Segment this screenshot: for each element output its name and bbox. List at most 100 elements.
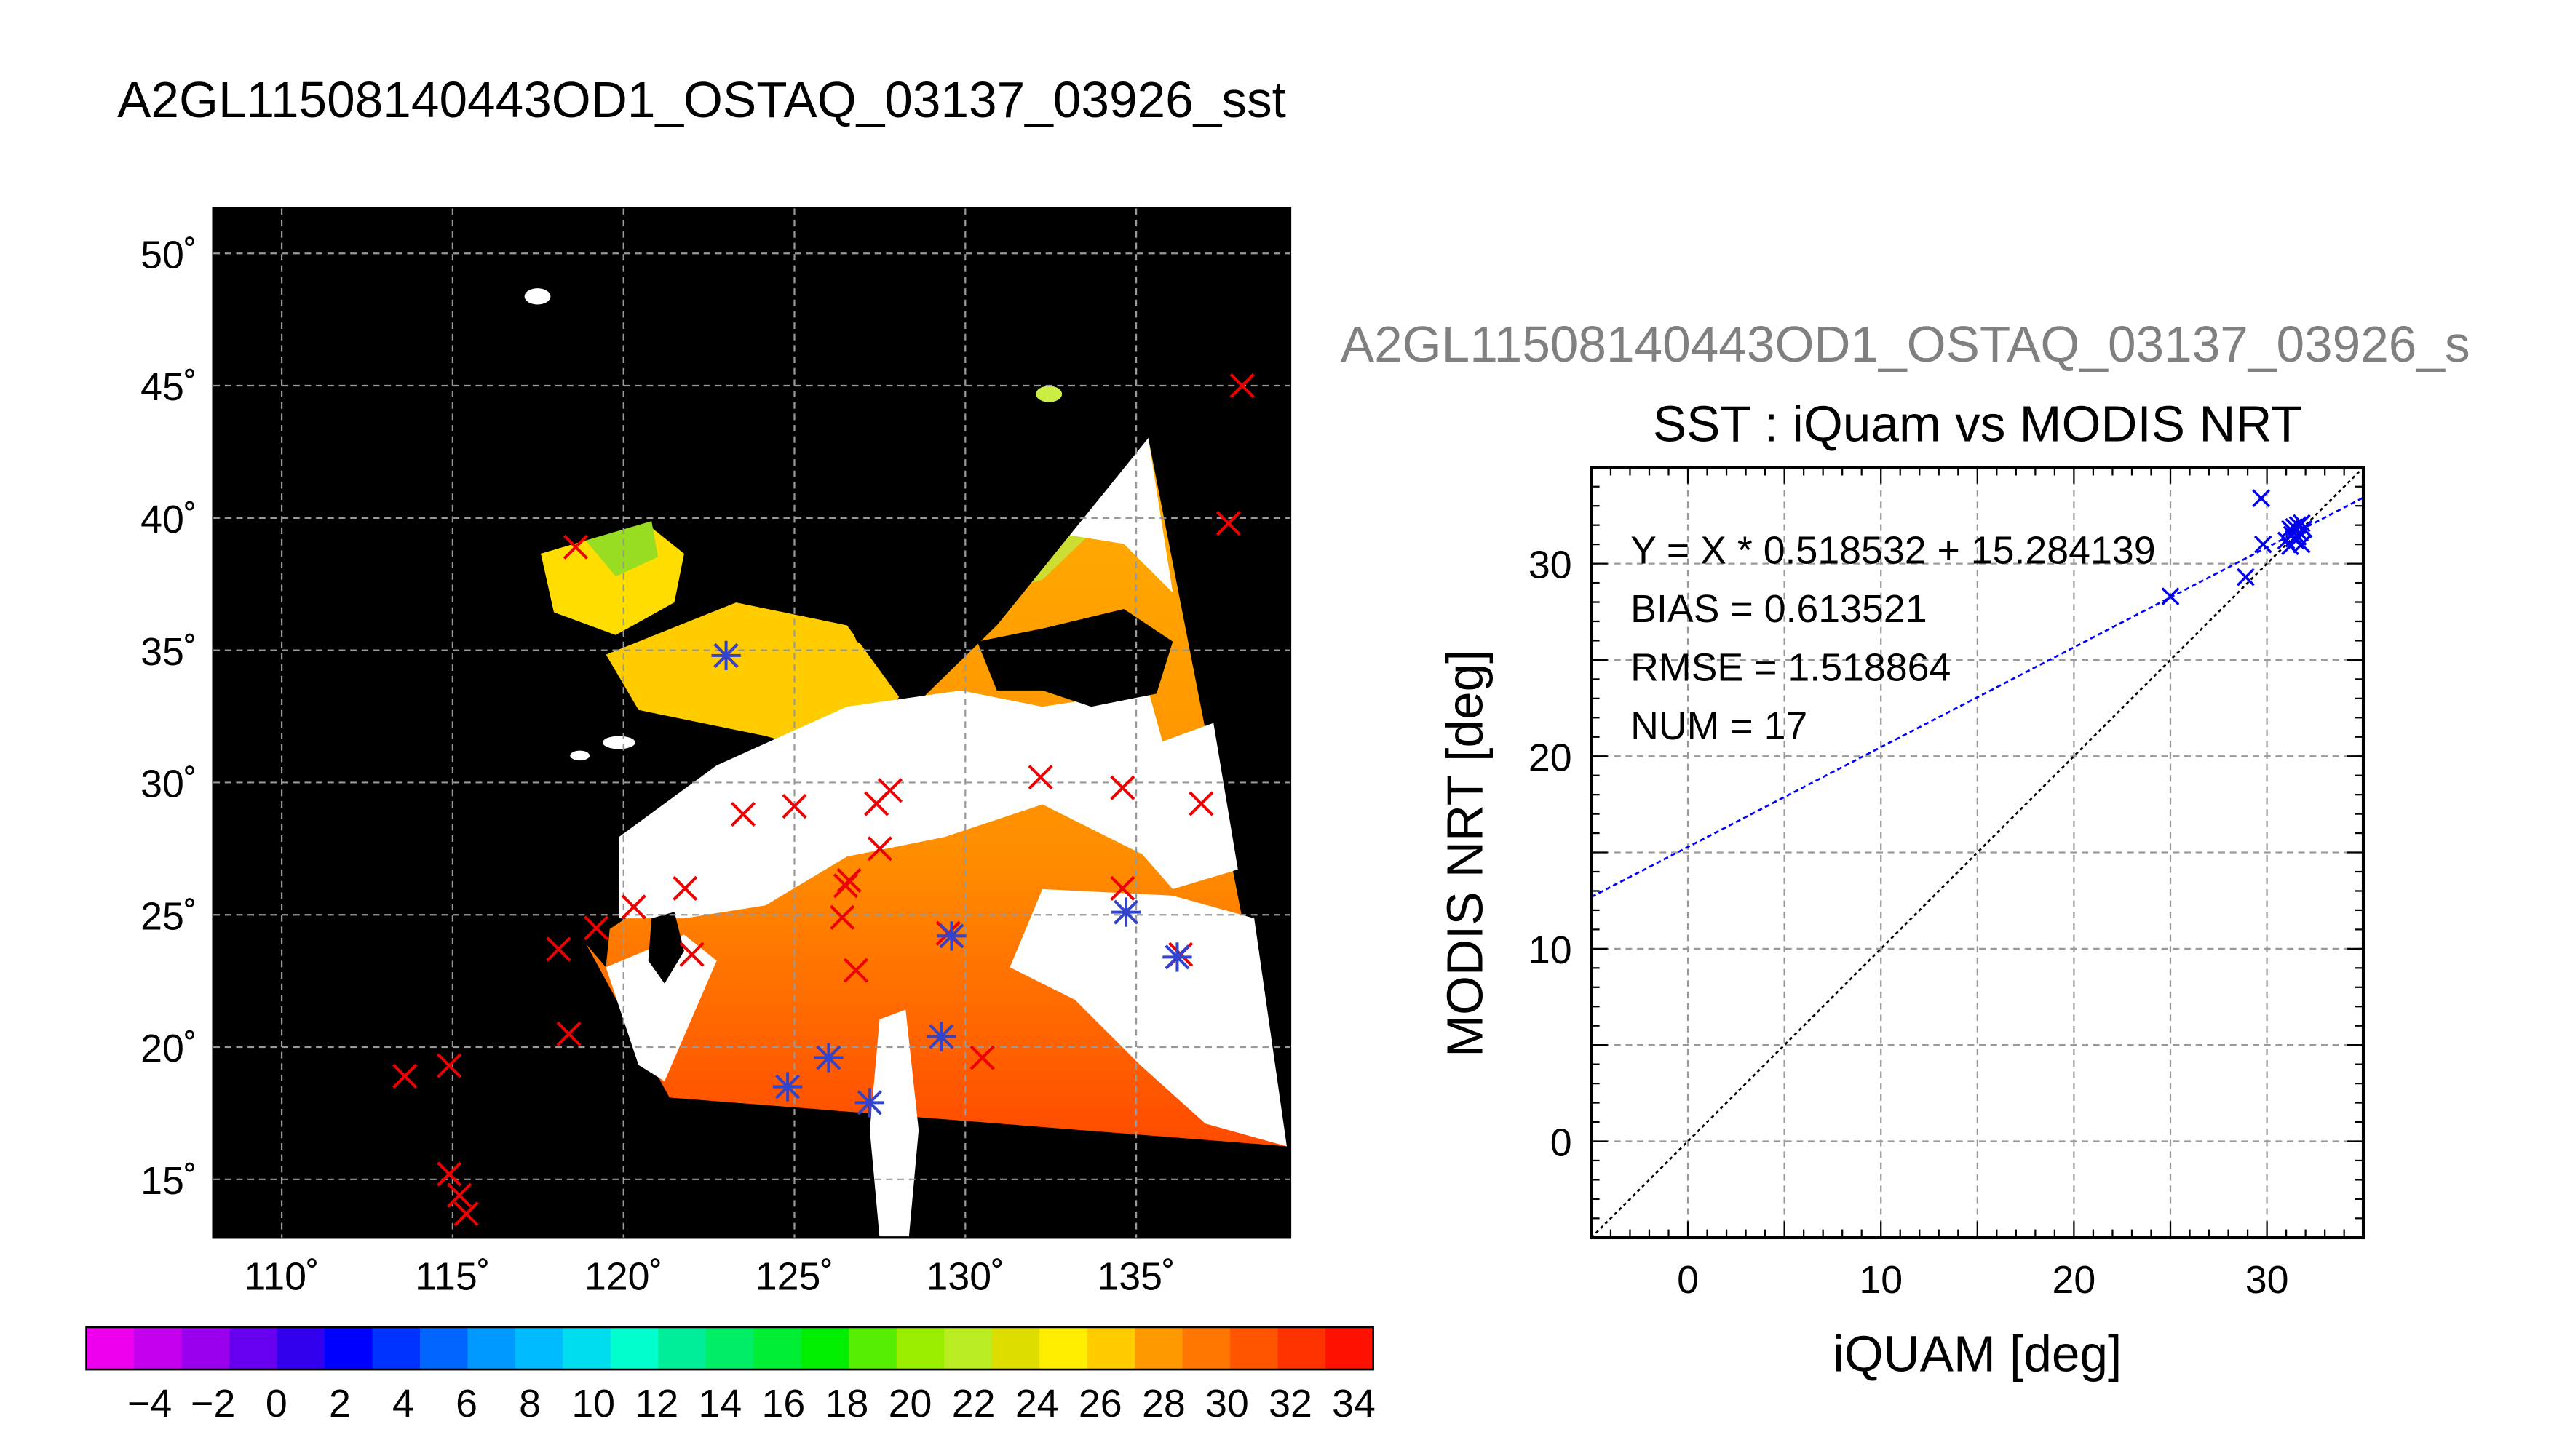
scatter-point-stroke [2237, 568, 2255, 586]
scatter-gridlines [1591, 467, 2364, 1238]
scatter-x-tick-label: 20 [2053, 1258, 2096, 1302]
buoy-marker [546, 936, 571, 962]
buoy-marker [1189, 791, 1214, 816]
ship-marker-stroke [1113, 899, 1139, 925]
colorbar-tick-label: −2 [191, 1382, 235, 1425]
map-x-tick-label: 115˚ [415, 1254, 490, 1298]
buoy-marker [867, 836, 892, 862]
map-x-tick-label: 135˚ [1097, 1254, 1175, 1298]
map-y-tick-label: 25˚ [140, 894, 197, 938]
scatter-y-tick-label: 20 [1528, 736, 1572, 779]
scatter-point-stroke [2288, 528, 2307, 546]
scatter-subtitle: A2GL11508140443OD1_OSTAQ_03137_03926_s [1340, 316, 2470, 373]
colorbar-cell [801, 1326, 850, 1370]
buoy-marker [621, 894, 646, 920]
ship-marker-stroke [939, 923, 964, 949]
ship-marker-stroke [775, 1074, 801, 1099]
buoy-marker [730, 801, 756, 827]
colorbar-cell [991, 1326, 1041, 1370]
buoy-marker-stroke [563, 534, 589, 560]
scatter-plot: 0 10 20 30 0 10 20 30 Y = X * 0.518532 + 15.284… [1436, 466, 2365, 1382]
regression-line [1591, 496, 2364, 898]
colorbar-cell [181, 1326, 231, 1370]
buoy-marker-stroke [584, 915, 609, 941]
buoy-marker [437, 1053, 462, 1078]
map-y-tick-label: 30˚ [140, 763, 197, 806]
colorbar-cell [467, 1326, 517, 1370]
cloud-patch [1036, 386, 1063, 402]
buoy-marker [453, 1201, 479, 1227]
buoy-marker-stroke [782, 794, 807, 819]
buoy-marker-stroke [453, 1201, 479, 1227]
scatter-y-tick-label: 0 [1550, 1121, 1572, 1165]
colorbar-tick-label: 22 [952, 1382, 996, 1425]
page-title: A2GL11508140443OD1_OSTAQ_03137_03926_sst [117, 71, 1286, 129]
buoy-marker-stroke [969, 1045, 995, 1070]
colorbar-tick-labels: −4 −2 0 2 4 6 8 10 12 14 16 18 20 22 24 26 28 30 32 34 [127, 1382, 1376, 1425]
buoy-marker [584, 915, 609, 941]
x-axis-label: iQUAM [deg] [1833, 1325, 2122, 1382]
colorbar-cell [896, 1326, 945, 1370]
colorbar-tick-label: 2 [329, 1382, 351, 1425]
ship-marker [814, 1043, 844, 1073]
scatter-point [2281, 537, 2299, 556]
buoy-marker-stroke [1189, 791, 1214, 816]
cloud-patch [570, 750, 590, 761]
cloud-patch [524, 288, 551, 305]
ship-marker [1111, 897, 1141, 927]
buoy-marker-stroke [730, 801, 756, 827]
buoy-marker [1215, 511, 1241, 536]
colorbar-cell [277, 1326, 326, 1370]
map-x-tick-label: 110˚ [244, 1254, 319, 1298]
colorbar-cell [229, 1326, 278, 1370]
colorbar-tick-label: 12 [635, 1382, 678, 1425]
cloud-mask-streak [870, 1009, 919, 1238]
buoy-marker [864, 791, 889, 816]
buoy-marker-stroke [673, 875, 698, 901]
colorbar-cell [753, 1326, 802, 1370]
buoy-marker [392, 1063, 418, 1089]
taiwan-island [648, 912, 684, 984]
scatter-point [2253, 535, 2272, 554]
map-y-tick-label: 35˚ [140, 630, 197, 674]
buoy-marker-stroke [621, 894, 646, 920]
buoy-marker-stroke [392, 1063, 418, 1089]
buoy-marker-stroke [437, 1161, 462, 1187]
colorbar-cell [1087, 1326, 1136, 1370]
ship-marker-stroke [713, 643, 739, 669]
buoy-marker [556, 1021, 582, 1046]
scatter-x-tick-label: 30 [2245, 1258, 2289, 1302]
scatter-point-stroke [2253, 535, 2272, 554]
cloud-mask-south [1010, 888, 1287, 1147]
map-x-tick-label: 130˚ [927, 1254, 1004, 1298]
colorbar-tick-label: 28 [1142, 1382, 1186, 1425]
colorbar-tick-label: 4 [392, 1382, 414, 1425]
buoy-marker-stroke [556, 1021, 582, 1046]
colorbar-tick-label: 20 [889, 1382, 932, 1425]
map-y-tick-label: 15˚ [140, 1159, 197, 1203]
buoy-marker [1229, 373, 1255, 399]
colorbar-cell [325, 1326, 373, 1370]
buoy-marker [1110, 775, 1135, 800]
scatter-point-stroke [2161, 587, 2180, 605]
scatter-point-stroke [2252, 489, 2271, 507]
colorbar-tick-label: 6 [456, 1382, 477, 1425]
buoy-marker [969, 1045, 995, 1070]
buoy-marker [843, 958, 869, 983]
scatter-point-stroke [2292, 514, 2311, 533]
map-x-tick-label: 120˚ [584, 1254, 662, 1298]
mainland-coast [213, 208, 1290, 1238]
colorbar-tick-label: 32 [1269, 1382, 1312, 1425]
scatter-y-tick-label: 10 [1528, 928, 1572, 972]
buoy-marker [1028, 765, 1053, 790]
colorbar-tick-label: 24 [1015, 1382, 1059, 1425]
buoy-marker [782, 794, 807, 819]
buoy-marker [673, 875, 698, 901]
ship-marker [854, 1088, 884, 1118]
sst-map: 110˚ 115˚ 120˚ 125˚ 130˚ 135˚ 15˚ 20˚ 25˚ 30˚ 35˚ 4… [140, 207, 1292, 1298]
colorbar-cell [372, 1326, 421, 1370]
ship-marker [1162, 942, 1192, 972]
regression-stat-line: Y = X * 0.518532 + 15.284139 [1630, 528, 2155, 572]
scatter-point [2288, 528, 2307, 546]
scatter-point [2292, 514, 2311, 533]
